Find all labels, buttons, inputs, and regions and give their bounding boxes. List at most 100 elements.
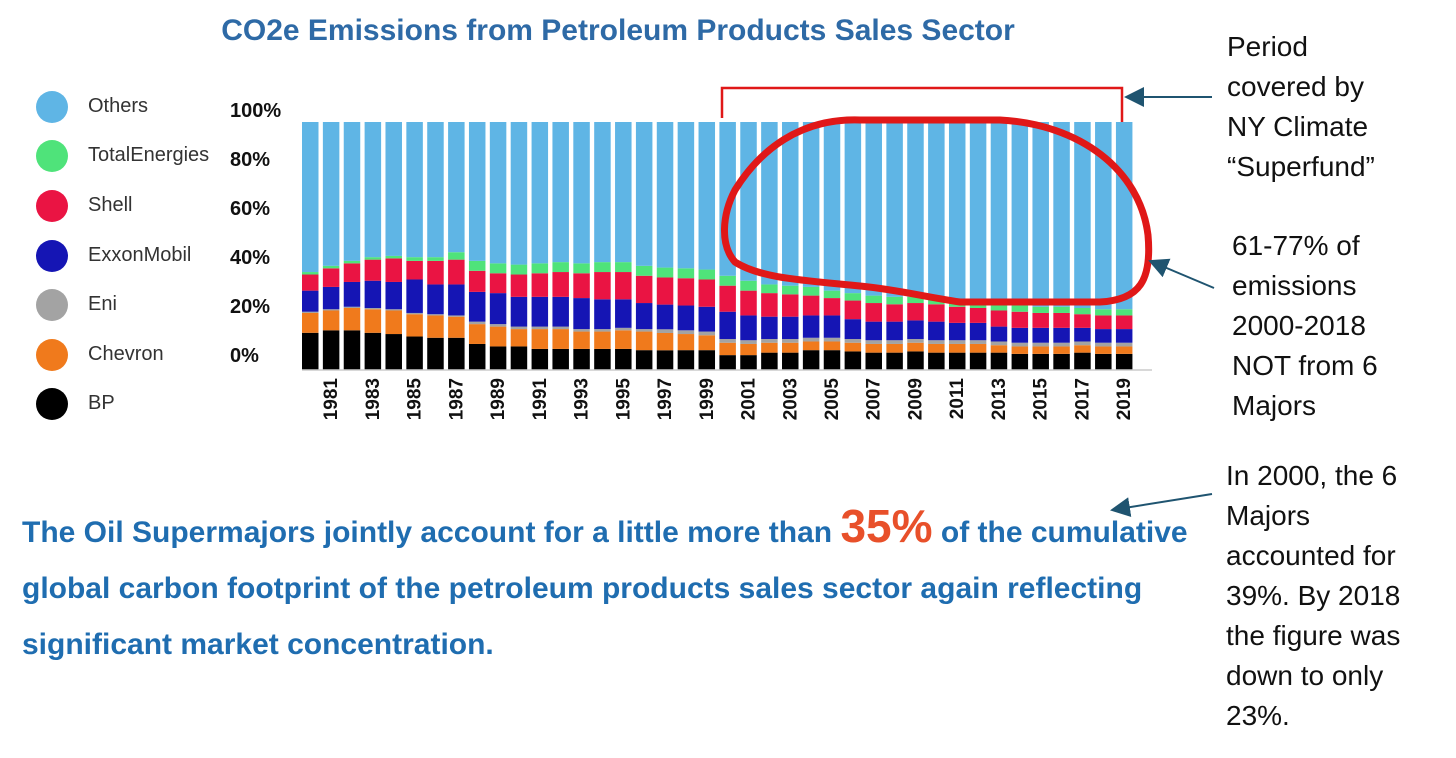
bar-exxonmobil-1994 <box>594 299 611 330</box>
bar-eni-2006 <box>844 339 862 343</box>
highlight-ellipse <box>721 116 1153 306</box>
bar-shell-1991 <box>531 273 549 297</box>
bar-totalenergies-1986 <box>427 257 444 261</box>
bar-chevron-2011 <box>948 343 966 353</box>
bar-eni-1994 <box>594 329 611 332</box>
period-bracket <box>720 86 1124 122</box>
bar-exxonmobil-2006 <box>844 319 862 339</box>
y-tick-label: 100% <box>230 100 281 122</box>
bar-bp-1985 <box>406 336 423 370</box>
bar-totalenergies-1987 <box>448 252 465 260</box>
headline-part2: of the cumulative global carbon footprin… <box>22 516 1188 661</box>
bar-eni-1981 <box>322 309 340 311</box>
y-tick-label: 80% <box>230 149 270 171</box>
bar-eni-1980 <box>302 311 319 313</box>
bar-exxonmobil-1996 <box>635 303 653 330</box>
bar-others-2013 <box>990 122 1008 305</box>
x-tick-label-2017: 2017 <box>1072 378 1093 420</box>
bar-others-2005 <box>823 122 841 291</box>
bar-others-1993 <box>573 122 590 264</box>
bar-others-2015 <box>1032 122 1049 307</box>
bar-exxonmobil-2003 <box>782 316 799 339</box>
bar-shell-1993 <box>573 273 590 299</box>
arrow-trend <box>1110 493 1213 518</box>
bar-bp-2019 <box>1115 353 1133 370</box>
bar-bp-1994 <box>594 348 611 370</box>
x-tick-label-2013: 2013 <box>989 378 1010 420</box>
bar-chevron-1991 <box>531 329 549 349</box>
x-tick-label-1997: 1997 <box>655 378 676 420</box>
bar-shell-1995 <box>615 272 632 300</box>
x-tick-label-1985: 1985 <box>405 378 426 421</box>
legend-label-chevron: Chevron <box>88 343 164 365</box>
bar-chevron-2005 <box>823 341 841 351</box>
legend-item-others: Others <box>36 88 236 123</box>
bar-chevron-1990 <box>510 329 528 347</box>
bar-others-2001 <box>740 122 757 281</box>
bar-chevron-2003 <box>782 342 799 353</box>
bar-chevron-1999 <box>698 335 716 351</box>
bar-exxonmobil-1987 <box>448 284 465 316</box>
bar-exxonmobil-2002 <box>761 316 778 339</box>
bar-others-2003 <box>782 122 799 286</box>
bar-exxonmobil-1985 <box>406 279 423 313</box>
bar-bp-1980 <box>302 332 319 370</box>
bar-eni-1998 <box>677 330 695 335</box>
bar-others-1988 <box>468 122 486 261</box>
bar-chevron-1985 <box>406 314 423 337</box>
bar-bp-2002 <box>761 352 778 370</box>
bar-chevron-2015 <box>1032 346 1049 354</box>
bar-shell-2011 <box>948 306 966 323</box>
bar-shell-2001 <box>740 290 757 316</box>
bar-chevron-1989 <box>489 326 507 347</box>
bar-bp-2010 <box>928 352 945 370</box>
bar-eni-1995 <box>615 327 632 331</box>
bar-chevron-2006 <box>844 342 862 352</box>
bar-others-1984 <box>385 122 402 256</box>
bar-bp-2016 <box>1053 353 1070 370</box>
bar-totalenergies-1985 <box>406 257 423 261</box>
bar-bp-1983 <box>364 332 382 370</box>
bar-exxonmobil-1982 <box>343 281 361 307</box>
bar-bp-2003 <box>782 352 799 370</box>
bar-others-1992 <box>552 122 569 263</box>
x-tick-label-1995: 1995 <box>613 378 634 421</box>
bar-totalenergies-2001 <box>740 280 757 291</box>
bar-shell-1997 <box>656 277 674 305</box>
bar-shell-1992 <box>552 272 569 297</box>
bar-exxonmobil-2009 <box>907 320 924 339</box>
bar-totalenergies-1980 <box>302 272 319 275</box>
bar-shell-2014 <box>1011 311 1029 328</box>
bar-chevron-1983 <box>364 309 382 333</box>
bar-shell-2007 <box>865 303 882 322</box>
bar-totalenergies-1982 <box>343 260 361 264</box>
bar-eni-2016 <box>1053 342 1070 347</box>
legend-item-eni: Eni <box>36 286 236 321</box>
bar-exxonmobil-1998 <box>677 305 695 331</box>
y-axis-ticks: 0% 20% 40% 60% 80% 100% <box>230 100 281 367</box>
bar-others-1996 <box>635 122 653 266</box>
y-tick-label: 20% <box>230 296 270 318</box>
chart-title: CO2e Emissions from Petroleum Products S… <box>221 14 1015 47</box>
bar-totalenergies-1992 <box>552 262 569 273</box>
x-tick-label-2003: 2003 <box>780 378 801 420</box>
bar-eni-2012 <box>969 340 987 344</box>
bar-bp-2000 <box>719 355 736 370</box>
bar-chevron-1998 <box>677 334 695 351</box>
bar-eni-1993 <box>573 329 590 332</box>
bar-exxonmobil-2007 <box>865 321 882 341</box>
bar-exxonmobil-2016 <box>1053 327 1070 343</box>
bar-eni-2004 <box>802 337 820 342</box>
bar-chevron-1997 <box>656 332 674 351</box>
legend-item-totalenergies: TotalEnergies <box>36 137 236 172</box>
bar-totalenergies-1991 <box>531 263 549 274</box>
bar-bp-1989 <box>489 346 507 370</box>
bar-bp-2015 <box>1032 353 1049 370</box>
bar-eni-2015 <box>1032 342 1049 347</box>
legend-swatch-totalenergies <box>36 140 68 172</box>
bar-eni-1996 <box>635 329 653 332</box>
bar-chevron-2004 <box>802 341 820 351</box>
bar-eni-2018 <box>1095 342 1112 347</box>
bar-chevron-1994 <box>594 331 611 349</box>
bar-totalenergies-1984 <box>385 255 402 259</box>
